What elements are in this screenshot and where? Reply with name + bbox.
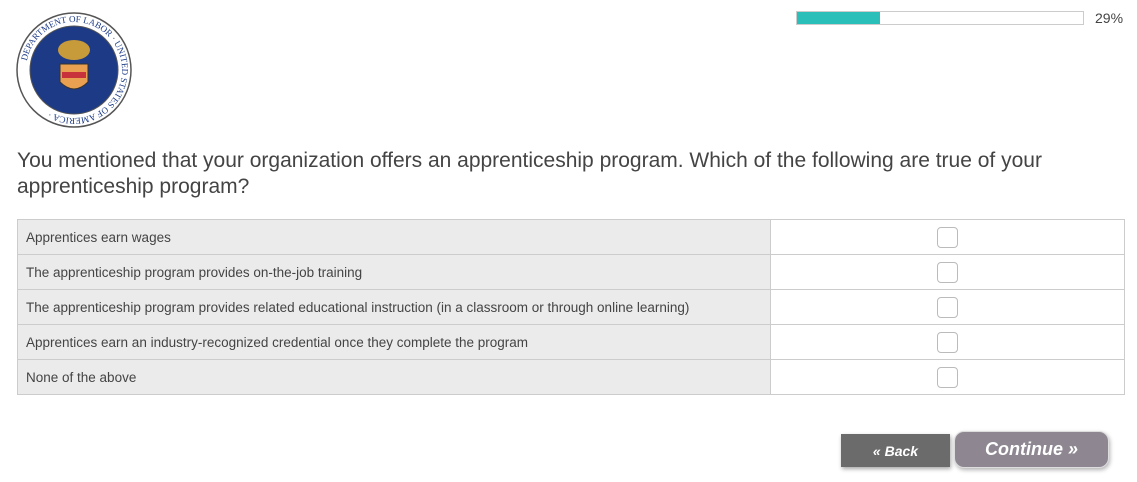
- option-checkbox[interactable]: [937, 261, 958, 283]
- option-label: Apprentices earn an industry-recognized …: [17, 324, 771, 360]
- option-row: The apprenticeship program provides on-t…: [17, 254, 1125, 290]
- options-table: Apprentices earn wages The apprenticeship…: [17, 219, 1125, 395]
- option-checkbox-cell: [770, 289, 1125, 325]
- progress-bar: [796, 11, 1084, 25]
- department-of-labor-seal-logo: DEPARTMENT OF LABOR · UNITED STATES OF A…: [16, 12, 132, 128]
- option-checkbox-cell: [770, 324, 1125, 360]
- option-label: None of the above: [17, 359, 771, 395]
- option-checkbox-cell: [770, 254, 1125, 290]
- option-row: The apprenticeship program provides rela…: [17, 289, 1125, 325]
- option-row: None of the above: [17, 359, 1125, 395]
- option-checkbox[interactable]: [937, 331, 958, 353]
- progress-fill: [797, 12, 880, 24]
- option-label: The apprenticeship program provides rela…: [17, 289, 771, 325]
- question-text: You mentioned that your organization off…: [17, 149, 1042, 198]
- option-checkbox[interactable]: [937, 366, 958, 388]
- option-checkbox[interactable]: [937, 226, 958, 248]
- option-row: Apprentices earn wages: [17, 219, 1125, 255]
- option-label: Apprentices earn wages: [17, 219, 771, 255]
- option-label: The apprenticeship program provides on-t…: [17, 254, 771, 290]
- continue-button[interactable]: Continue »: [954, 431, 1109, 468]
- option-row: Apprentices earn an industry-recognized …: [17, 324, 1125, 360]
- option-checkbox-cell: [770, 359, 1125, 395]
- back-button[interactable]: « Back: [841, 434, 950, 467]
- option-checkbox[interactable]: [937, 296, 958, 318]
- progress-label: 29%: [1095, 10, 1124, 26]
- option-checkbox-cell: [770, 219, 1125, 255]
